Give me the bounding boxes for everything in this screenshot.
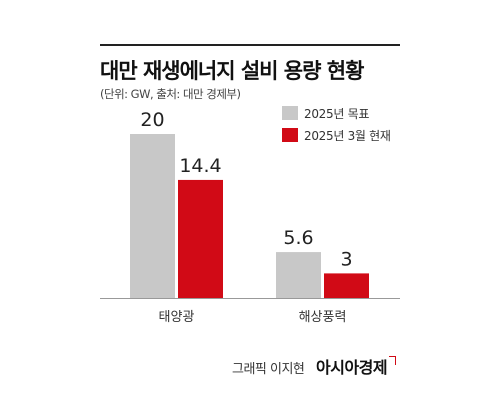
- legend: 2025년 목표 2025년 3월 현재: [282, 102, 391, 146]
- chart-title: 대만 재생에너지 설비 용량 현황: [100, 59, 364, 83]
- brand-mark-icon: [389, 356, 397, 365]
- chart-subtitle: (단위: GW, 출처: 대만 경제부): [100, 87, 241, 101]
- legend-swatch-current: [282, 128, 298, 142]
- legend-swatch-target: [282, 106, 298, 120]
- bar-offshore-wind-target: [276, 252, 321, 298]
- brand-name: 아시아경제: [316, 358, 388, 377]
- legend-label-current: 2025년 3월 현재: [304, 128, 391, 143]
- legend-item-current: 2025년 3월 현재: [282, 124, 391, 146]
- title-rule: [100, 44, 400, 46]
- graphic-credit: 그래픽 이지현: [232, 362, 305, 377]
- data-label-solar-target: 20: [140, 109, 164, 131]
- bar-solar-target: [130, 134, 175, 298]
- brand-logo: 아시아경제: [316, 354, 397, 378]
- bar-solar-current: [178, 179, 223, 298]
- category-label-solar: 태양광: [159, 310, 195, 325]
- legend-label-target: 2025년 목표: [304, 106, 370, 121]
- data-label-solar-current: 14.4: [179, 155, 221, 177]
- legend-item-target: 2025년 목표: [282, 102, 391, 124]
- data-label-offshore-wind-current: 3: [340, 248, 352, 270]
- bar-offshore-wind-current: [324, 273, 369, 298]
- data-label-offshore-wind-target: 5.6: [283, 227, 313, 249]
- category-label-offshore-wind: 해상풍력: [299, 310, 347, 325]
